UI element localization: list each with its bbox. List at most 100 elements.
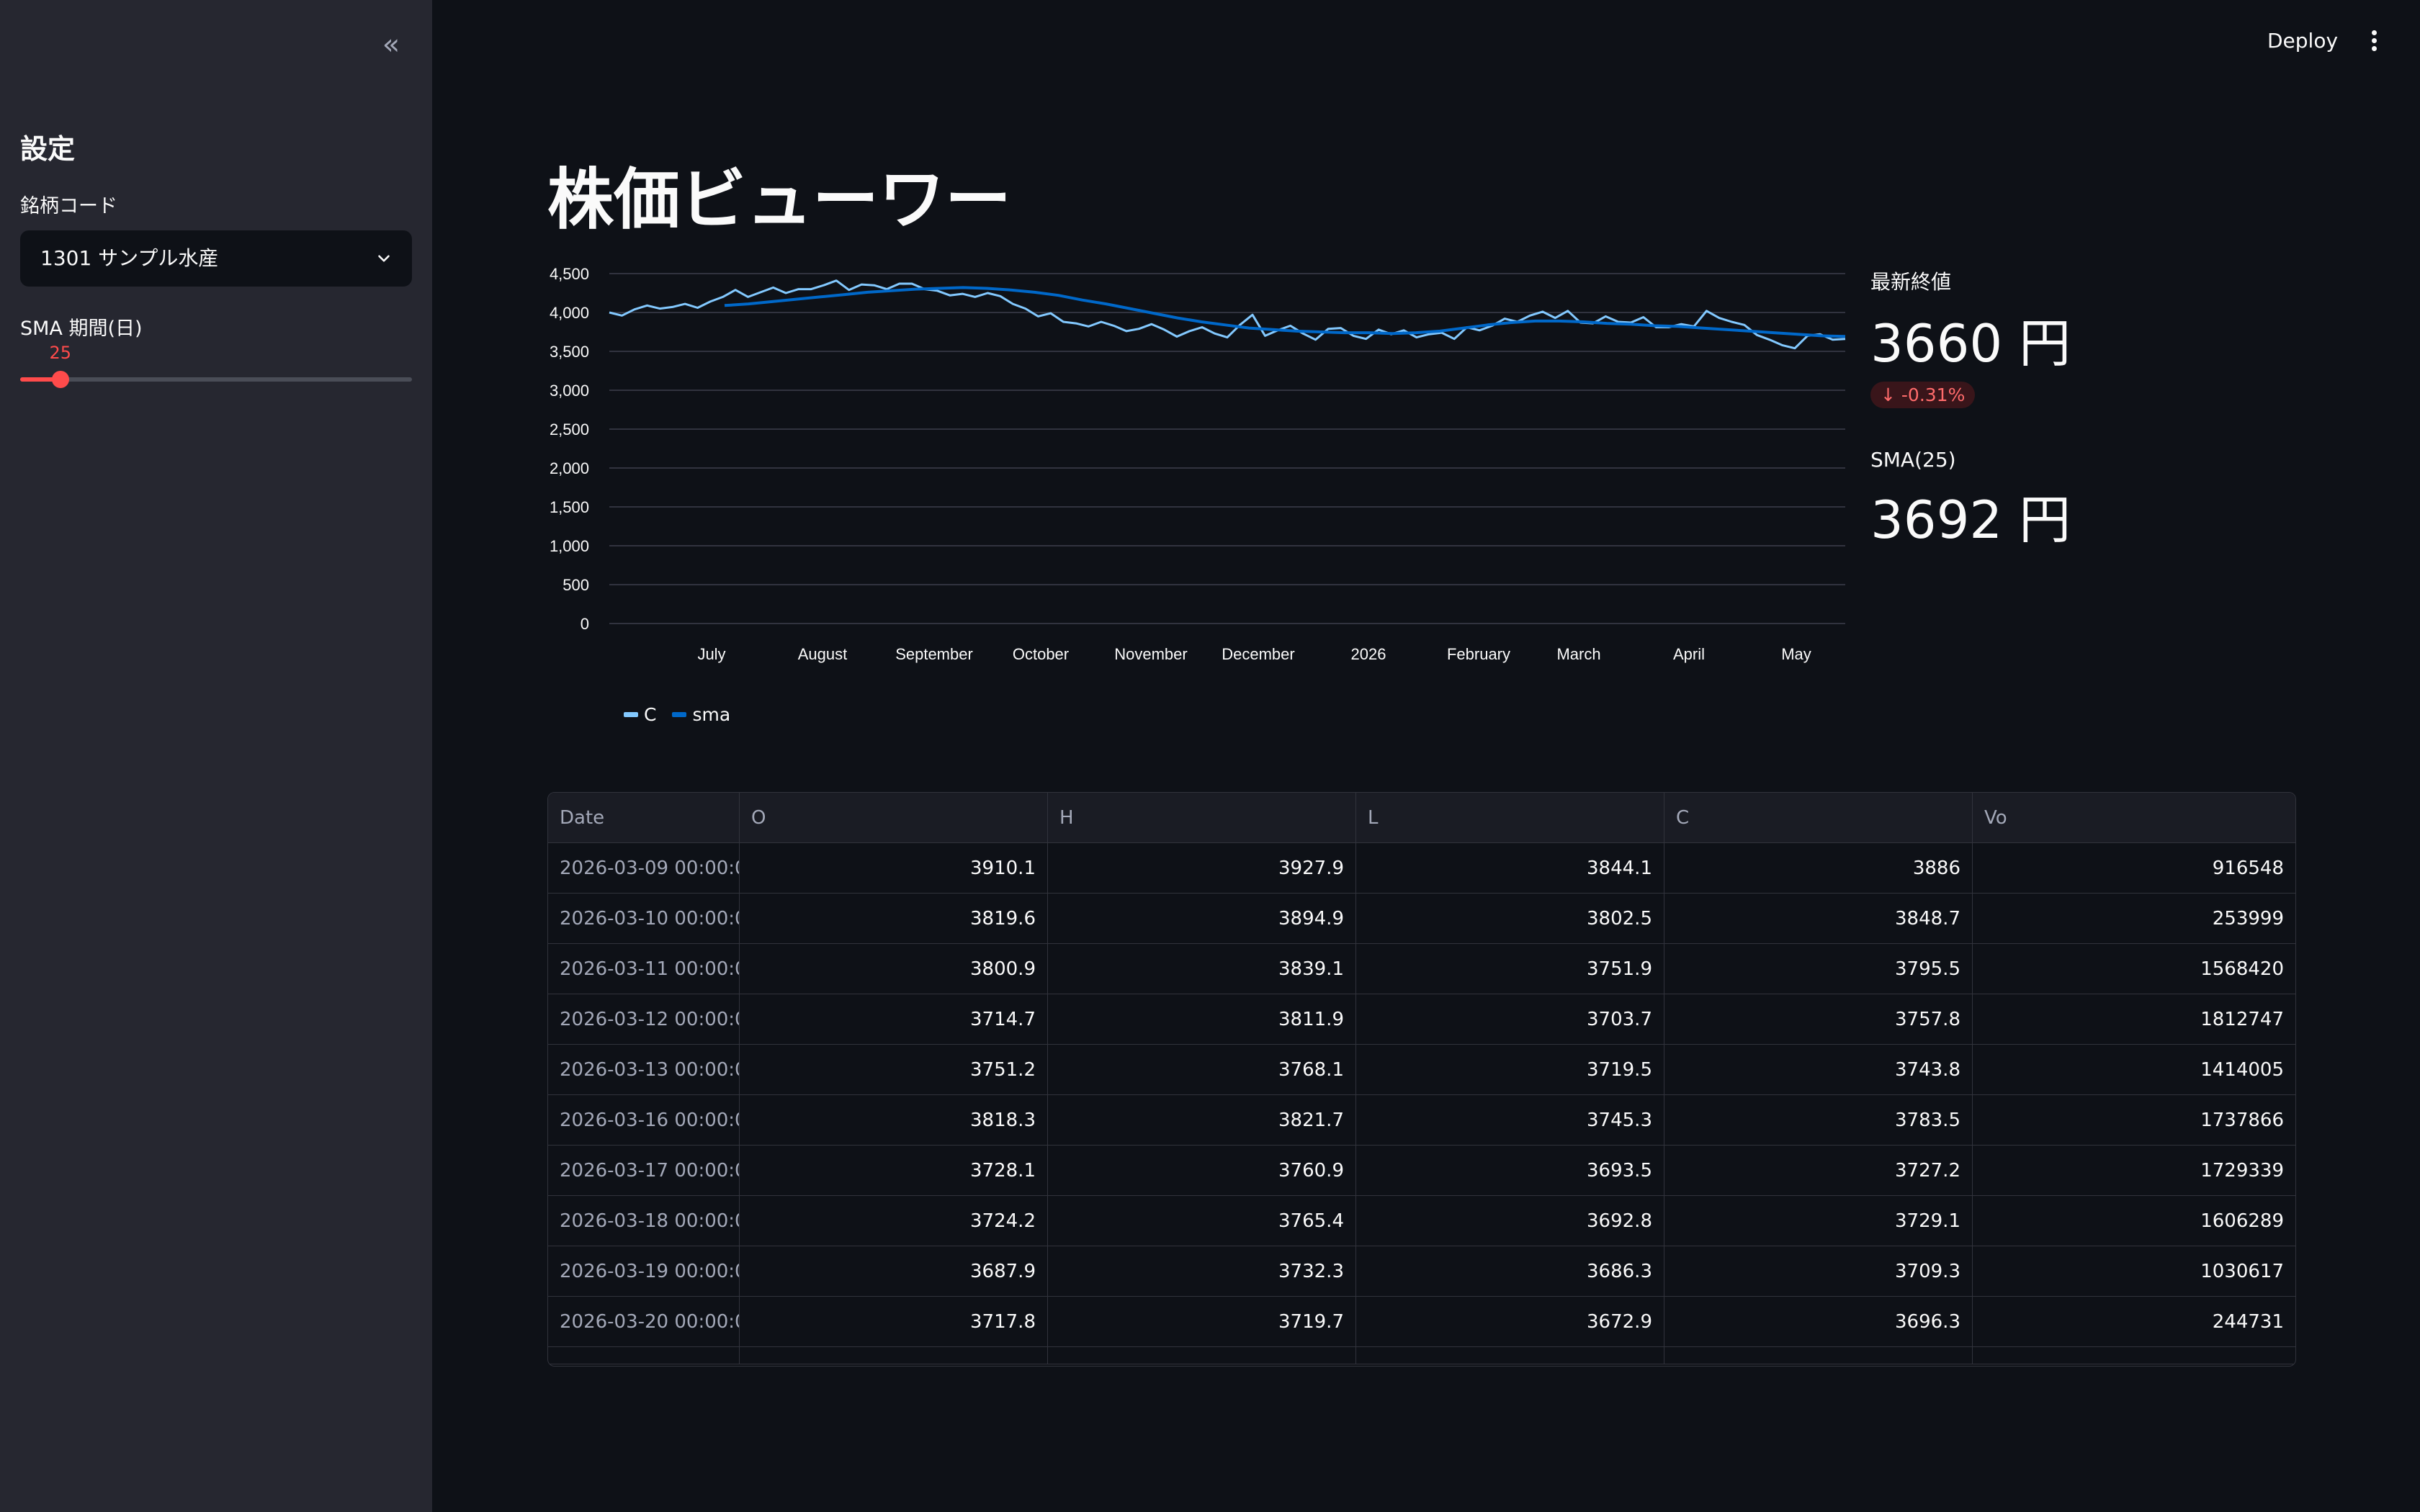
y-tick-label: 1,500 [550, 498, 589, 516]
table-cell[interactable]: 3821.7 [1048, 1095, 1356, 1145]
table-cell[interactable]: 2026-03-18 00:00:00 [548, 1196, 740, 1246]
legend-item[interactable]: sma [672, 704, 730, 725]
column-header-low[interactable]: L [1356, 793, 1664, 842]
table-cell[interactable]: 3800.9 [740, 944, 1048, 994]
table-cell[interactable]: 244731 [2212, 1311, 2284, 1333]
table-cell[interactable]: 1414005 [2200, 1059, 2284, 1081]
table-cell[interactable]: 3696.3 [1664, 1297, 1973, 1346]
x-tick-label: April [1673, 645, 1705, 663]
ticker-label: 銘柄コード [20, 195, 117, 217]
table-cell[interactable]: 3719.7 [1048, 1297, 1356, 1346]
table-cell[interactable]: 3693.5 [1356, 1146, 1664, 1195]
table-cell[interactable]: 3844.1 [1356, 843, 1664, 893]
table-cell[interactable]: 1030617 [2200, 1261, 2284, 1282]
sidebar: « 設定 銘柄コード 1301 サンプル水産 SMA 期間(日) 25 [0, 0, 432, 1512]
legend-label: C [644, 704, 657, 725]
table-cell[interactable]: 2026-03-13 00:00:00 [548, 1045, 740, 1094]
y-tick-label: 3,500 [550, 343, 589, 361]
table-cell[interactable]: 1729339 [2200, 1160, 2284, 1182]
table-cell[interactable]: 3819.6 [740, 894, 1048, 943]
table-cell[interactable]: 3686.3 [1356, 1246, 1664, 1296]
table-cell[interactable]: 3709.3 [1664, 1246, 1973, 1296]
legend-item[interactable]: C [624, 704, 656, 725]
table-cell [740, 1347, 1048, 1364]
table-cell[interactable]: 3751.9 [1356, 944, 1664, 994]
table-cell[interactable]: 916548 [2212, 858, 2284, 879]
table-cell[interactable]: 2026-03-10 00:00:00 [548, 894, 740, 943]
table-cell[interactable]: 3839.1 [1048, 944, 1356, 994]
table-cell[interactable]: 3703.7 [1356, 994, 1664, 1044]
x-tick-label: November [1114, 645, 1187, 663]
table-cell[interactable]: 253999 [2212, 908, 2284, 930]
table-cell[interactable]: 2026-03-20 00:00:00 [548, 1297, 740, 1346]
price-chart[interactable]: 0 500 1,000 1,500 2,000 2,500 3,000 3,500 4,000 4… [533, 252, 1858, 742]
table-cell[interactable]: 3719.5 [1356, 1045, 1664, 1094]
sma-slider[interactable]: 25 [20, 343, 412, 388]
series-line-C [609, 279, 1846, 350]
table-cell [1973, 1347, 2295, 1364]
table-cell[interactable]: 3724.2 [740, 1196, 1048, 1246]
table-cell[interactable]: 3848.7 [1664, 894, 1973, 943]
table-cell[interactable]: 3811.9 [1048, 994, 1356, 1044]
table-row: 2026-03-12 00:00:00 3714.7 3811.9 3703.7 375… [548, 994, 2295, 1045]
table-cell[interactable]: 3783.5 [1664, 1095, 1973, 1145]
table-cell[interactable]: 3768.1 [1048, 1045, 1356, 1094]
ticker-select[interactable]: 1301 サンプル水産 [20, 230, 412, 287]
table-cell[interactable]: 2026-03-09 00:00:00 [548, 843, 740, 893]
column-header-open[interactable]: O [740, 793, 1048, 842]
table-row: 2026-03-17 00:00:00 3728.1 3760.9 3693.5 372… [548, 1146, 2295, 1196]
table-cell[interactable]: 1606289 [2200, 1210, 2284, 1232]
table-cell[interactable]: 3765.4 [1048, 1196, 1356, 1246]
table-cell[interactable]: 3894.9 [1048, 894, 1356, 943]
table-cell[interactable]: 3692.8 [1356, 1196, 1664, 1246]
column-header-volume[interactable]: Vo [1984, 807, 2007, 829]
table-cell[interactable]: 3760.9 [1048, 1146, 1356, 1195]
price-chart-svg: 0 500 1,000 1,500 2,000 2,500 3,000 3,500 4,000 4… [550, 265, 1846, 663]
table-cell[interactable]: 3927.9 [1048, 843, 1356, 893]
table-body: 2026-03-09 00:00:00 3910.1 3927.9 3844.1 388… [548, 843, 2295, 1364]
column-header-close[interactable]: C [1664, 793, 1973, 842]
column-header-date[interactable]: Date [548, 793, 740, 842]
table-cell[interactable]: 3795.5 [1664, 944, 1973, 994]
table-cell[interactable]: 3672.9 [1356, 1297, 1664, 1346]
table-cell[interactable]: 3714.7 [740, 994, 1048, 1044]
y-tick-label: 500 [563, 576, 589, 594]
table-cell[interactable]: 3687.9 [740, 1246, 1048, 1296]
table-cell[interactable]: 3743.8 [1664, 1045, 1973, 1094]
table-cell[interactable]: 3757.8 [1664, 994, 1973, 1044]
table-cell[interactable]: 2026-03-16 00:00:00 [548, 1095, 740, 1145]
table-cell[interactable]: 2026-03-11 00:00:00 [548, 944, 740, 994]
table-cell[interactable]: 3717.8 [740, 1297, 1048, 1346]
ohlcv-table[interactable]: Date O H L C Vo 2026-03-09 00:00:00 3910.… [547, 792, 2296, 1367]
table-cell[interactable]: 2026-03-17 00:00:00 [548, 1146, 740, 1195]
table-cell[interactable]: 3910.1 [740, 843, 1048, 893]
delta-value: -0.31% [1901, 384, 1966, 405]
sma-metric-label: SMA(25) [1870, 448, 1956, 472]
main-menu-icon[interactable] [2364, 27, 2384, 59]
table-cell[interactable]: 3745.3 [1356, 1095, 1664, 1145]
table-cell[interactable]: 2026-03-12 00:00:00 [548, 994, 740, 1044]
chevron-down-icon [378, 255, 390, 262]
table-cell[interactable]: 3751.2 [740, 1045, 1048, 1094]
table-cell[interactable]: 3727.2 [1664, 1146, 1973, 1195]
table-cell[interactable]: 3802.5 [1356, 894, 1664, 943]
table-cell[interactable]: 3818.3 [740, 1095, 1048, 1145]
table-cell[interactable]: 3886 [1664, 843, 1973, 893]
table-cell[interactable]: 1737866 [2200, 1110, 2284, 1131]
table-cell[interactable]: 3729.1 [1664, 1196, 1973, 1246]
table-cell[interactable]: 1568420 [2200, 958, 2284, 980]
sidebar-heading: 設定 [20, 133, 76, 165]
x-tick-label: September [895, 645, 973, 663]
sma-slider-thumb[interactable] [51, 371, 69, 388]
y-tick-label: 4,000 [550, 304, 589, 322]
collapse-sidebar-icon[interactable]: « [382, 28, 400, 61]
table-cell[interactable]: 3728.1 [740, 1146, 1048, 1195]
table-cell[interactable]: 1812747 [2200, 1009, 2284, 1030]
table-cell[interactable]: 2026-03-19 00:00:00 [548, 1246, 740, 1296]
ticker-select-value: 1301 サンプル水産 [40, 246, 219, 270]
column-header-high[interactable]: H [1048, 793, 1356, 842]
table-cell[interactable]: 3732.3 [1048, 1246, 1356, 1296]
table-row: 2026-03-10 00:00:00 3819.6 3894.9 3802.5 384… [548, 894, 2295, 944]
deploy-button[interactable]: Deploy [2267, 29, 2339, 53]
